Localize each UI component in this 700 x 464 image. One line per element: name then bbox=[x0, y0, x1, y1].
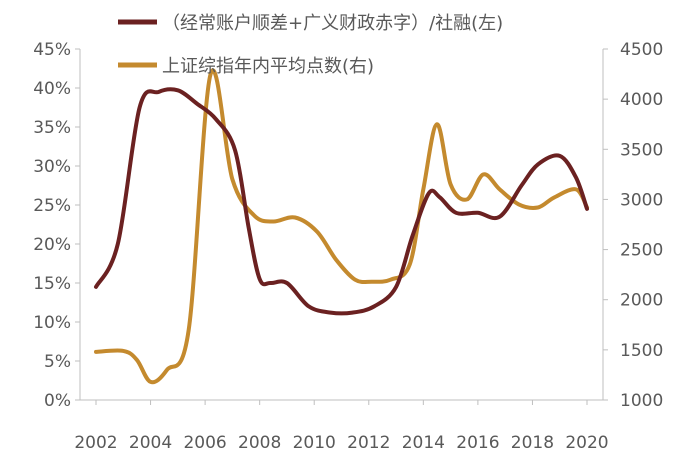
right-tick-label: 2000 bbox=[620, 291, 663, 311]
x-tick-label: 2006 bbox=[183, 433, 226, 453]
right-tick-label: 3000 bbox=[620, 190, 663, 210]
x-tick-label: 2010 bbox=[293, 433, 336, 453]
x-tick-label: 2004 bbox=[129, 433, 172, 453]
left-tick-label: 40% bbox=[33, 79, 71, 99]
x-tick-label: 2020 bbox=[565, 433, 608, 453]
series-line-left bbox=[94, 87, 589, 316]
left-tick-label: 10% bbox=[33, 313, 71, 333]
x-tick-label: 2018 bbox=[511, 433, 554, 453]
left-tick-label: 20% bbox=[33, 235, 71, 255]
left-tick-label: 0% bbox=[44, 391, 71, 411]
right-tick-label: 4000 bbox=[620, 90, 663, 110]
legend-label: （经常账户顺差+广义财政赤字）/社融(左) bbox=[162, 13, 503, 34]
series-layer bbox=[94, 68, 589, 385]
right-tick-label: 2500 bbox=[620, 241, 663, 261]
x-tick-label: 2016 bbox=[456, 433, 499, 453]
right-axis-ticks: 1000 1500 2000 2500 3000 3500 4000 4500 bbox=[603, 40, 663, 411]
right-tick-label: 4500 bbox=[620, 40, 663, 60]
x-tick-label: 2012 bbox=[347, 433, 390, 453]
legend-label: 上证综指年内平均点数(右) bbox=[162, 56, 374, 77]
right-tick-label: 3500 bbox=[620, 140, 663, 160]
left-tick-label: 25% bbox=[33, 196, 71, 216]
right-tick-label: 1500 bbox=[620, 341, 663, 361]
x-tick-label: 2008 bbox=[238, 433, 281, 453]
x-tick-label: 2014 bbox=[402, 433, 445, 453]
right-tick-label: 1000 bbox=[620, 391, 663, 411]
series-line-right bbox=[94, 68, 589, 385]
left-axis-ticks: 0% 5% 10% 15% 20% 25% 30% 35% 40% 45% bbox=[33, 40, 80, 411]
legend: （经常账户顺差+广义财政赤字）/社融(左) 上证综指年内平均点数(右) bbox=[118, 13, 503, 77]
left-tick-label: 30% bbox=[33, 157, 71, 177]
left-tick-label: 5% bbox=[44, 352, 71, 372]
left-tick-label: 35% bbox=[33, 118, 71, 138]
x-tick-label: 2002 bbox=[74, 433, 117, 453]
left-tick-label: 15% bbox=[33, 274, 71, 294]
left-tick-label: 45% bbox=[33, 40, 71, 60]
x-axis-ticks: 2002 2004 2006 2008 2010 2012 2014 2016 2018 2020 bbox=[74, 400, 609, 453]
